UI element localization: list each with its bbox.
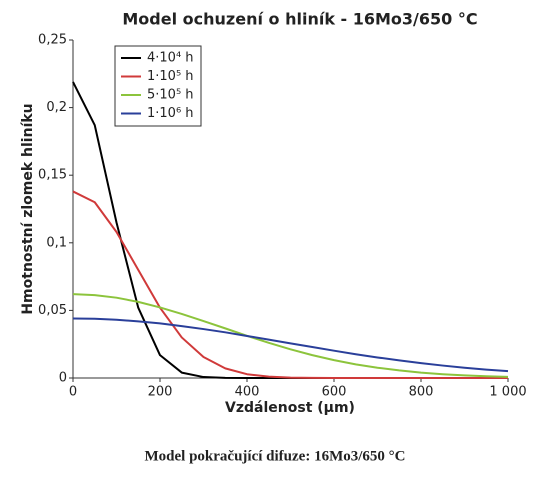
legend-label: 5·10⁵ h [147, 88, 194, 103]
x-tick-label: 800 [409, 385, 434, 400]
series-line [72, 293, 509, 378]
caption: Model pokračující difuze: 16Mo3/650 °C [145, 448, 406, 464]
y-tick-label: 0,05 [38, 303, 67, 318]
x-tick-label: 400 [235, 385, 260, 400]
x-tick-label: 1 000 [489, 385, 526, 400]
x-tick-label: 200 [148, 385, 173, 400]
y-tick-label: 0,2 [46, 100, 67, 115]
y-tick-label: 0 [59, 371, 67, 386]
legend-label: 1·10⁵ h [147, 69, 194, 84]
chart-title: Model ochuzení o hliník - 16Mo3/650 °C [122, 10, 477, 29]
x-tick-label: 600 [322, 385, 347, 400]
legend-label: 1·10⁶ h [147, 106, 194, 121]
x-axis-label: Vzdálenost (µm) [225, 400, 355, 416]
y-axis-label: Hmotnostní zlomek hliníku [20, 103, 36, 314]
y-tick-label: 0,25 [38, 33, 67, 48]
series-line [72, 317, 509, 373]
series-line [72, 190, 508, 379]
y-tick-label: 0,1 [46, 235, 67, 250]
x-tick-label: 0 [69, 385, 77, 400]
legend-label: 4·10⁴ h [147, 51, 194, 66]
y-tick-label: 0,15 [38, 168, 67, 183]
